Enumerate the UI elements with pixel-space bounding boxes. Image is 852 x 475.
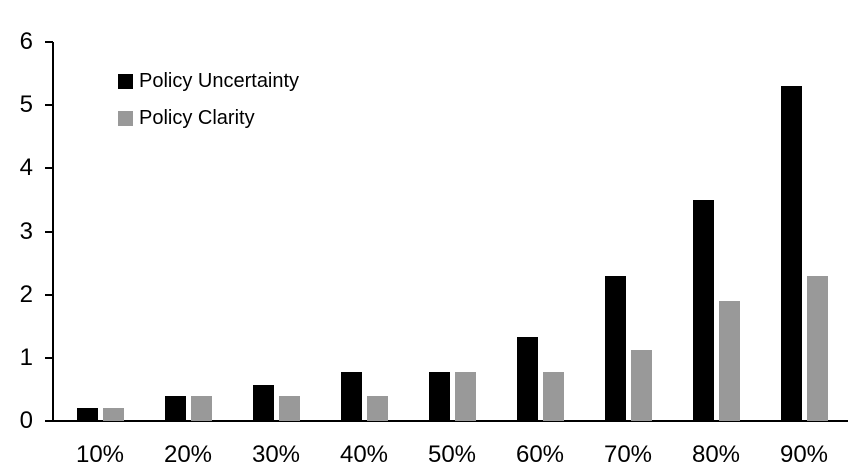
y-tick-mark — [45, 230, 53, 233]
x-tick-label: 40% — [339, 441, 389, 468]
x-tick-label: 10% — [75, 441, 125, 468]
y-tick-mark — [45, 356, 53, 359]
legend-label: Policy Uncertainty — [139, 70, 300, 92]
bar-policy-uncertainty — [252, 384, 274, 421]
y-tick-mark — [45, 104, 53, 107]
bar-policy-uncertainty — [604, 275, 626, 421]
bar-policy-clarity — [542, 372, 564, 421]
legend-item: Policy Uncertainty — [118, 70, 299, 92]
bar-policy-clarity — [366, 395, 388, 421]
y-tick-label: 3 — [19, 217, 33, 245]
y-tick-mark — [45, 41, 53, 43]
bar-policy-uncertainty — [340, 372, 362, 421]
x-tick-label: 50% — [427, 441, 477, 468]
y-tick-mark — [45, 167, 53, 170]
bar-policy-uncertainty — [516, 336, 538, 421]
x-tick-label: 20% — [163, 441, 213, 468]
y-tick-mark — [45, 420, 53, 422]
bar-policy-clarity — [102, 408, 124, 421]
y-tick-label: 6 — [19, 28, 33, 55]
x-tick-label: 80% — [691, 441, 741, 468]
y-tick-label: 0 — [19, 407, 33, 434]
x-axis-line — [52, 420, 848, 422]
bar-policy-uncertainty — [76, 408, 98, 421]
legend: Policy Uncertainty Policy Clarity — [118, 70, 299, 129]
legend-item: Policy Clarity — [118, 107, 299, 129]
bar-policy-clarity — [278, 395, 300, 421]
bar-policy-clarity — [718, 300, 740, 421]
bar-policy-clarity — [630, 349, 652, 421]
bar-policy-uncertainty — [164, 395, 186, 421]
y-tick-label: 1 — [19, 343, 33, 371]
x-tick-label: 90% — [779, 441, 829, 468]
x-tick-label: 60% — [515, 441, 565, 468]
y-tick-label: 2 — [19, 280, 33, 308]
bar-policy-clarity — [806, 275, 828, 421]
legend-label: Policy Clarity — [139, 107, 255, 129]
bar-policy-uncertainty — [780, 86, 802, 421]
y-tick-label: 4 — [19, 154, 33, 182]
x-tick-label: 30% — [251, 441, 301, 468]
bar-policy-clarity — [190, 395, 212, 421]
bar-policy-uncertainty — [692, 199, 714, 421]
y-axis-line — [52, 42, 54, 422]
y-tick-mark — [45, 293, 53, 296]
x-tick-label: 70% — [603, 441, 653, 468]
legend-swatch-policy-uncertainty — [118, 73, 133, 89]
y-tick-label: 5 — [19, 91, 33, 119]
bar-policy-uncertainty — [428, 371, 450, 421]
legend-swatch-policy-clarity — [118, 110, 133, 126]
bar-policy-clarity — [454, 372, 476, 421]
